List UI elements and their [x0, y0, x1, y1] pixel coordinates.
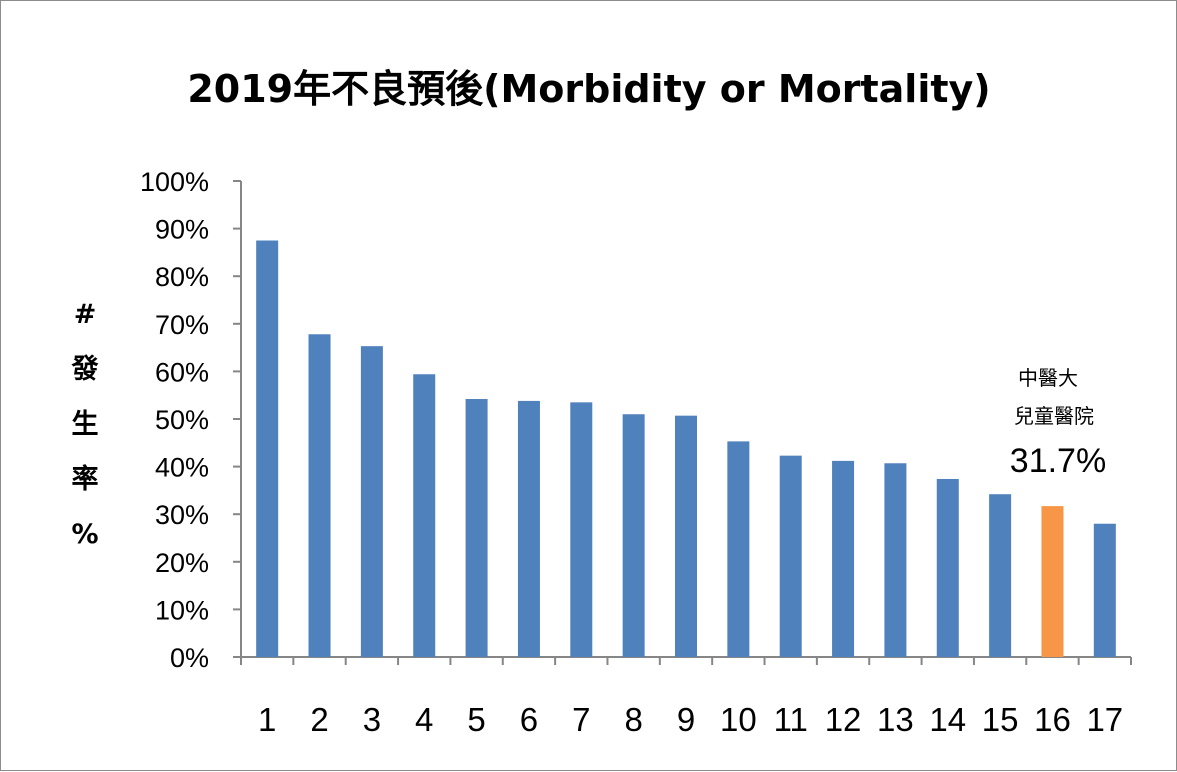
bar [727, 441, 750, 657]
y-tick-label: 0% [170, 643, 209, 673]
x-tick-label: 3 [363, 701, 381, 738]
bar [936, 478, 959, 657]
bar [1093, 523, 1116, 657]
bar [256, 240, 279, 657]
axes [233, 180, 1132, 665]
x-tick-label: 2 [310, 701, 328, 738]
y-tick-label: 50% [155, 405, 209, 435]
y-tick-label: 60% [155, 357, 209, 387]
x-tick-label: 12 [825, 701, 862, 738]
y-axis-label-char: 率 [72, 463, 99, 495]
x-tick-label: 17 [1086, 701, 1123, 738]
x-tick-label: 7 [572, 701, 590, 738]
bar [675, 415, 697, 657]
x-tick-label: 6 [520, 701, 538, 738]
tick-labels: 0%10%20%30%40%50%60%70%80%90%100%1 2 3 4 5 6 7… [140, 167, 1123, 738]
x-tick-label: 15 [982, 701, 1019, 738]
y-axis-label: # 發生率% [71, 299, 99, 550]
x-tick-label: 10 [720, 701, 757, 738]
bar [360, 346, 383, 657]
chart-title: 2019年不良預後(Morbidity or Mortality) [187, 67, 990, 111]
bar-highlight [1041, 506, 1064, 657]
y-tick-label: 10% [155, 595, 209, 625]
x-tick-label: 1 [258, 701, 276, 738]
bar [832, 460, 855, 657]
y-tick-label: 80% [155, 262, 209, 292]
annotation-value: 31.7% [1010, 442, 1106, 480]
bar [989, 494, 1012, 657]
x-tick-label: 14 [929, 701, 966, 738]
annotation: 中醫大 兒童醫院 31.7% [1010, 366, 1106, 480]
x-tick-label: 5 [467, 701, 485, 738]
bar [570, 402, 593, 657]
y-tick-label: 70% [155, 310, 209, 340]
y-tick-label: 30% [155, 500, 209, 530]
annotation-line1: 中醫大 [1018, 366, 1078, 390]
y-tick-label: 40% [155, 453, 209, 483]
bar [884, 463, 907, 657]
bar [413, 374, 436, 657]
y-axis-label-char: # [74, 299, 97, 330]
x-tick-label: 13 [877, 701, 914, 738]
bars-group [256, 240, 1116, 657]
y-tick-label: 90% [155, 215, 209, 245]
x-tick-label: 9 [677, 701, 695, 738]
annotation-line2: 兒童醫院 [1014, 404, 1094, 428]
bar [779, 455, 802, 657]
x-tick-label: 16 [1034, 701, 1071, 738]
y-tick-label: 20% [155, 548, 209, 578]
y-axis-label-char: 發 [71, 354, 99, 385]
y-axis-label-char: % [71, 519, 98, 550]
x-tick-label: 11 [774, 701, 808, 738]
x-tick-label: 4 [415, 701, 433, 738]
x-tick-label: 8 [624, 701, 642, 738]
bar [622, 414, 645, 657]
bar [465, 399, 488, 657]
bar [517, 400, 540, 657]
bar [308, 334, 331, 657]
y-tick-label: 100% [140, 167, 209, 197]
y-axis-label-char: 生 [72, 409, 99, 440]
